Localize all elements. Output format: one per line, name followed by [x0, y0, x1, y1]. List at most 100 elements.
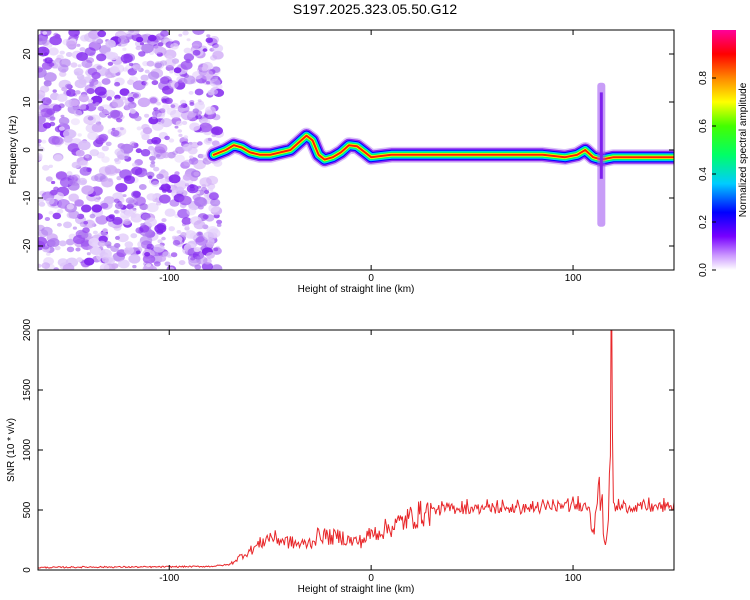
noise-speck — [59, 71, 67, 77]
noise-speck — [141, 213, 151, 220]
noise-speck — [99, 104, 113, 115]
y-tick-label: 20 — [22, 48, 33, 60]
noise-speck — [75, 247, 81, 252]
noise-speck — [147, 37, 159, 46]
noise-speck — [86, 88, 95, 95]
colorbar-gradient — [712, 30, 736, 270]
spectrogram-y-label: Frequency (Hz) — [8, 116, 19, 185]
noise-speck — [44, 57, 53, 64]
noise-speck — [167, 80, 179, 89]
noise-speck — [189, 122, 201, 131]
noise-speck — [81, 59, 93, 68]
noise-speck — [93, 81, 102, 88]
y-tick-label: 1000 — [22, 438, 33, 461]
noise-speck — [117, 154, 125, 161]
noise-speck — [97, 240, 106, 247]
signal-track-band — [212, 134, 674, 161]
noise-speck — [207, 137, 212, 141]
noise-speck — [208, 192, 219, 201]
noise-speck — [90, 95, 103, 105]
noise-speck — [58, 126, 65, 131]
noise-speck — [42, 31, 48, 35]
noise-speck — [138, 184, 147, 190]
noise-speck — [112, 216, 123, 225]
noise-speck — [82, 227, 90, 234]
noise-speck — [161, 236, 166, 241]
noise-speck — [43, 122, 52, 129]
noise-speck — [86, 252, 91, 256]
noise-speck — [135, 45, 142, 51]
noise-speck — [201, 262, 213, 270]
noise-speck — [206, 241, 215, 248]
noise-speck — [159, 76, 170, 85]
noise-speck — [68, 179, 76, 186]
noise-speck — [140, 149, 151, 157]
x-tick-label: 0 — [368, 273, 374, 284]
noise-speck — [139, 42, 145, 46]
noise-speck — [142, 264, 155, 270]
noise-speck — [91, 103, 96, 107]
noise-speck — [71, 161, 81, 169]
noise-speck — [65, 52, 73, 57]
noise-speckle — [38, 30, 225, 270]
noise-speck — [38, 143, 41, 147]
noise-speck — [66, 211, 76, 219]
x-tick-label: 100 — [565, 573, 582, 584]
noise-speck — [180, 110, 194, 121]
noise-speck — [174, 125, 179, 129]
noise-speck — [164, 58, 176, 68]
noise-speck — [202, 231, 214, 241]
noise-speck — [160, 169, 166, 174]
noise-speck — [38, 263, 42, 268]
noise-speck — [202, 48, 208, 52]
noise-speck — [181, 120, 188, 125]
noise-speck — [68, 193, 79, 202]
noise-speck — [197, 63, 209, 71]
noise-speck — [84, 154, 90, 159]
noise-speck — [48, 238, 60, 247]
noise-speck — [110, 110, 124, 120]
noise-speck — [83, 162, 88, 166]
noise-speck — [61, 86, 68, 92]
noise-speck — [79, 47, 86, 52]
noise-speck — [87, 116, 94, 121]
noise-speck — [76, 52, 88, 61]
noise-speck — [38, 197, 45, 203]
noise-speck — [189, 155, 194, 159]
snr-frame — [37, 329, 675, 571]
noise-speck — [212, 50, 224, 60]
noise-speck — [119, 88, 130, 96]
noise-speck — [122, 47, 127, 51]
noise-speck — [211, 44, 224, 53]
noise-speck — [70, 62, 78, 68]
noise-speck — [183, 159, 192, 166]
noise-speck — [102, 228, 108, 233]
noise-speck — [165, 55, 173, 61]
noise-speck — [41, 262, 51, 269]
chart-title: S197.2025.323.05.50.G12 — [293, 1, 457, 17]
noise-speck — [203, 190, 210, 194]
noise-speck — [46, 108, 56, 115]
noise-speck — [101, 145, 109, 152]
noise-speck — [45, 176, 53, 182]
noise-speck — [38, 236, 47, 246]
noise-speck — [38, 115, 46, 125]
noise-speck — [156, 229, 164, 235]
noise-speck — [168, 138, 175, 143]
noise-speck — [95, 102, 100, 106]
noise-speck — [95, 215, 108, 225]
noise-speck — [105, 141, 112, 147]
noise-speck — [63, 129, 76, 139]
noise-speck — [170, 104, 176, 108]
noise-speck — [156, 222, 167, 231]
noise-speck — [78, 94, 90, 103]
noise-speck — [130, 233, 138, 239]
noise-speck — [38, 154, 43, 161]
noise-speck — [53, 267, 59, 270]
noise-speck — [142, 127, 153, 135]
noise-speck — [147, 175, 153, 180]
noise-speck — [170, 109, 182, 119]
noise-speck — [180, 232, 187, 237]
noise-speck — [70, 99, 79, 107]
noise-speck — [210, 55, 218, 61]
